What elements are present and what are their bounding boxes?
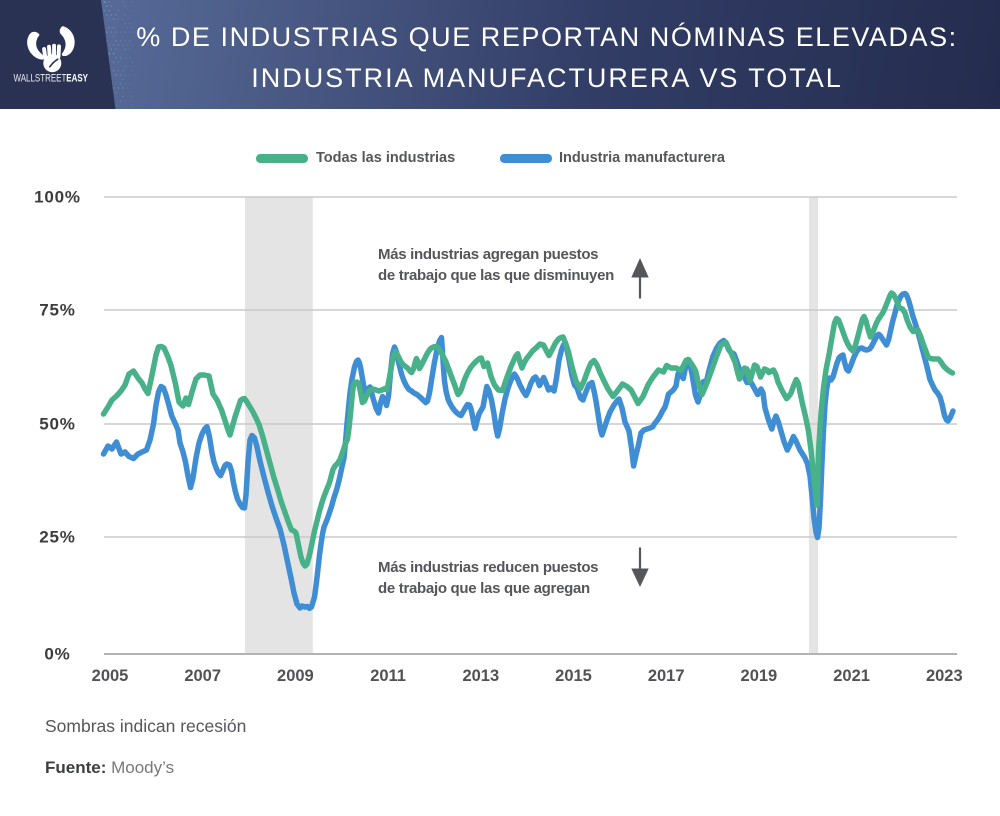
svg-text:2015: 2015 (555, 667, 592, 685)
svg-text:WALLSTREETEASY: WALLSTREETEASY (14, 73, 89, 85)
svg-text:2005: 2005 (92, 667, 129, 685)
svg-text:0%: 0% (44, 645, 70, 664)
svg-text:2013: 2013 (462, 667, 499, 685)
svg-text:2021: 2021 (833, 667, 870, 685)
svg-text:50%: 50% (39, 415, 75, 434)
svg-text:2019: 2019 (741, 667, 778, 685)
svg-text:2023: 2023 (926, 667, 963, 685)
svg-text:2017: 2017 (648, 667, 685, 685)
svg-text:2007: 2007 (184, 667, 221, 685)
svg-text:100%: 100% (34, 188, 81, 207)
svg-text:25%: 25% (39, 528, 75, 547)
svg-text:2011: 2011 (370, 667, 406, 685)
svg-text:75%: 75% (39, 301, 75, 320)
svg-text:2009: 2009 (277, 667, 314, 685)
